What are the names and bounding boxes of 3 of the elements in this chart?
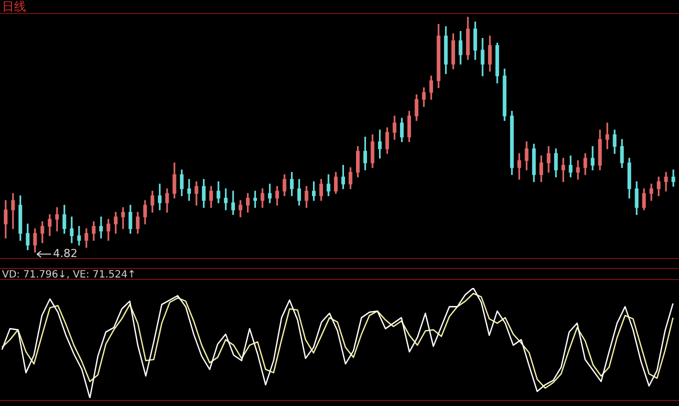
chart-title: VD: 71.796↓, VE: 71.524↑	[2, 270, 136, 281]
chart-title: 日线	[2, 0, 26, 14]
annotation: 4.82	[53, 247, 78, 260]
